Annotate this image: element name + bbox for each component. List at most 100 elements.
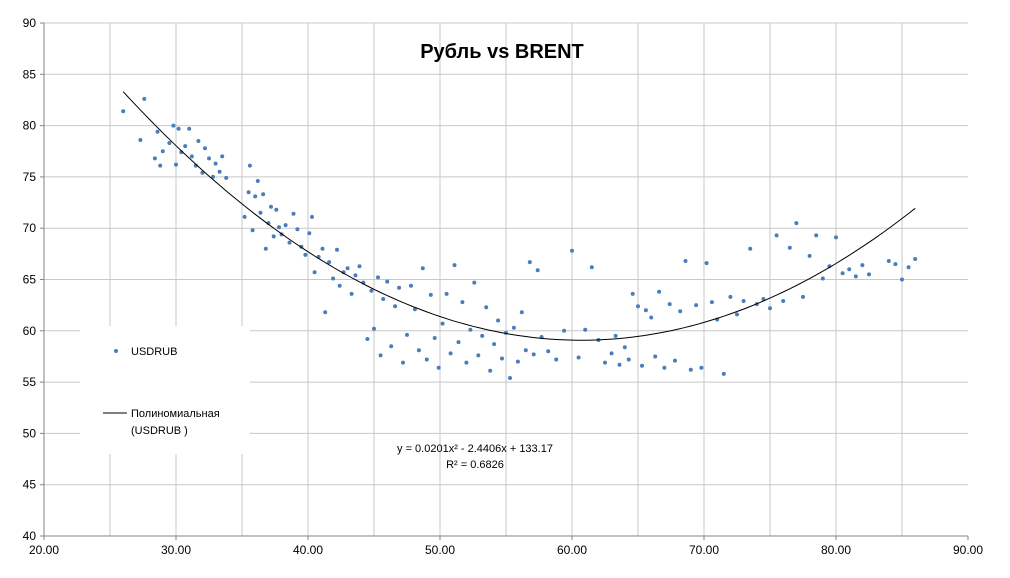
data-point — [353, 273, 358, 278]
data-point — [261, 192, 266, 197]
data-point — [287, 240, 292, 245]
data-point — [200, 170, 205, 175]
data-point — [381, 297, 386, 301]
data-point — [787, 245, 792, 250]
data-point — [152, 156, 157, 161]
y-tick-label: 40 — [23, 529, 37, 543]
data-point — [794, 221, 799, 226]
data-point — [187, 126, 192, 131]
data-point — [562, 328, 567, 333]
data-point — [492, 342, 497, 347]
data-point — [183, 144, 188, 149]
y-tick-label: 50 — [23, 426, 37, 440]
data-point — [378, 353, 383, 358]
data-point — [277, 225, 281, 230]
data-point — [801, 294, 805, 299]
data-point — [246, 190, 251, 195]
data-point — [484, 305, 489, 310]
data-point — [748, 246, 753, 251]
data-point — [255, 179, 260, 183]
data-point — [416, 348, 421, 353]
data-point — [171, 123, 176, 128]
data-point — [735, 312, 739, 317]
data-point — [331, 276, 336, 281]
y-tick-label: 75 — [23, 170, 37, 184]
data-point — [142, 96, 147, 101]
data-point — [283, 223, 288, 228]
data-point — [217, 169, 222, 174]
data-point — [327, 260, 332, 265]
data-point — [653, 354, 658, 359]
data-point — [688, 367, 693, 372]
data-point — [460, 300, 465, 305]
data-point — [480, 333, 485, 338]
data-point — [774, 233, 779, 238]
data-point — [121, 109, 126, 114]
data-point — [203, 146, 207, 151]
y-tick-label: 45 — [23, 478, 37, 492]
data-point — [741, 299, 746, 303]
x-tick-label: 20.00 — [29, 543, 59, 557]
data-point — [320, 246, 325, 251]
data-point — [508, 376, 512, 380]
trendline-r-squared: R² = 0.6826 — [446, 459, 504, 471]
data-point — [242, 214, 247, 219]
data-point — [640, 363, 644, 368]
data-point — [397, 285, 402, 290]
data-point — [307, 231, 312, 236]
data-point — [376, 275, 380, 280]
data-point — [613, 333, 618, 338]
data-point — [721, 371, 726, 376]
data-point — [420, 266, 425, 271]
y-tick-label: 65 — [23, 273, 37, 287]
data-point — [583, 327, 588, 332]
data-point — [867, 272, 871, 277]
data-point — [160, 149, 165, 154]
data-point — [335, 247, 339, 252]
data-point — [263, 246, 268, 251]
data-point — [176, 126, 181, 131]
data-point — [258, 210, 263, 215]
data-point — [224, 175, 229, 180]
data-point — [274, 207, 279, 212]
y-tick-label: 55 — [23, 375, 37, 389]
data-point — [886, 259, 891, 263]
data-point — [523, 348, 528, 353]
data-point — [174, 162, 178, 167]
legend-label-trend: Полиномиальная — [131, 408, 220, 420]
data-point — [662, 365, 667, 370]
data-point — [496, 318, 501, 323]
data-point — [357, 264, 362, 269]
data-point — [476, 353, 481, 358]
y-tick-label: 70 — [23, 221, 37, 235]
data-point — [456, 340, 461, 345]
data-point — [468, 327, 473, 332]
x-tick-label: 90.00 — [953, 543, 983, 557]
data-point — [253, 194, 258, 199]
data-point — [853, 274, 858, 279]
data-point — [781, 299, 786, 303]
data-point — [649, 315, 654, 320]
data-point — [196, 139, 201, 143]
x-tick-label: 60.00 — [557, 543, 587, 557]
data-point — [761, 297, 766, 301]
data-point — [409, 283, 413, 288]
data-point — [247, 163, 252, 168]
data-point — [372, 326, 376, 331]
data-points — [121, 96, 918, 380]
data-point — [211, 174, 215, 179]
data-point — [323, 310, 328, 315]
data-point — [444, 291, 449, 296]
data-point — [673, 358, 677, 363]
y-tick-label: 80 — [23, 119, 37, 133]
data-point — [667, 302, 672, 307]
data-point — [385, 279, 390, 284]
data-point — [728, 294, 733, 299]
data-point — [678, 309, 683, 314]
data-point — [405, 332, 409, 337]
data-point — [603, 360, 607, 365]
data-point — [834, 235, 838, 240]
data-point — [519, 310, 524, 315]
